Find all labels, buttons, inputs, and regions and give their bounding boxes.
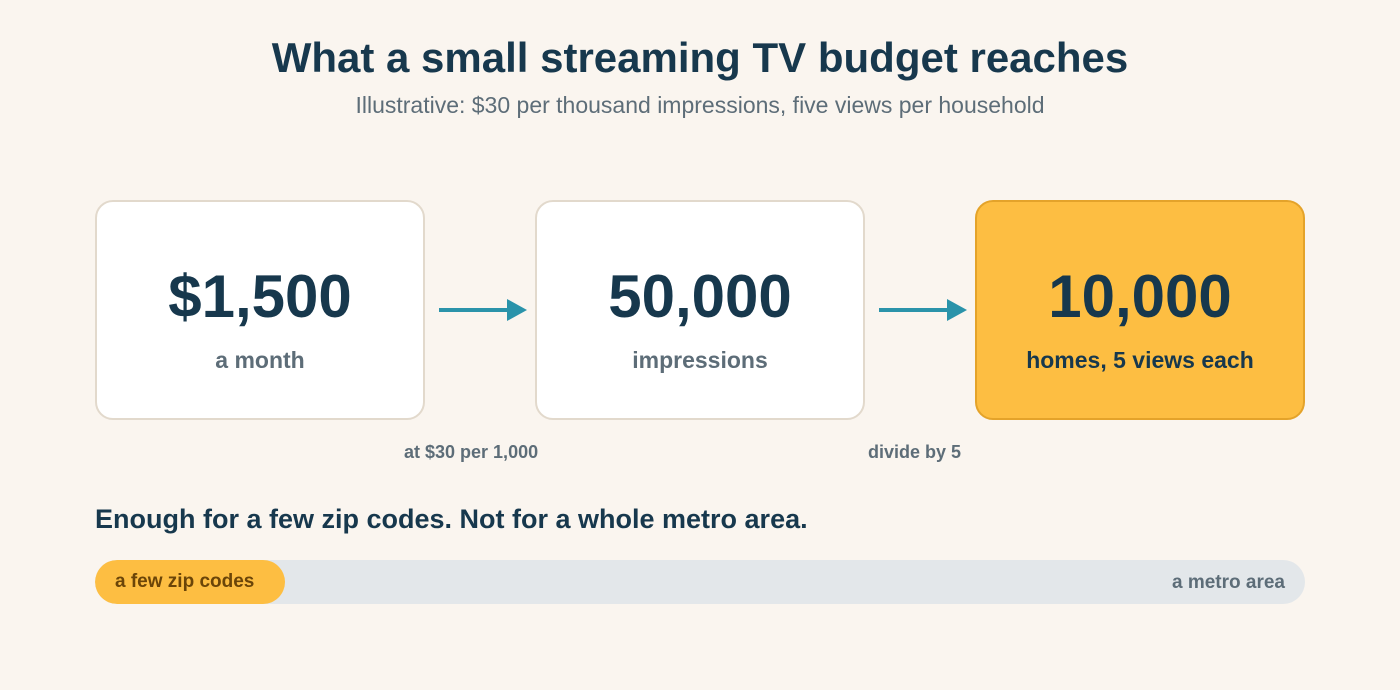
reach-bar-end-label: a metro area xyxy=(1171,572,1285,593)
cpm-note: at $30 per 1,000 xyxy=(404,442,539,462)
budget-value: $1,500 xyxy=(168,263,352,330)
budget-card: $1,500 a month xyxy=(95,200,425,420)
arrow-right-icon xyxy=(439,299,527,321)
impressions-label: impressions xyxy=(632,347,768,373)
page-title: What a small streaming TV budget reaches xyxy=(271,34,1129,81)
homes-card: 10,000 homes, 5 views each xyxy=(975,200,1305,420)
impressions-value: 50,000 xyxy=(608,263,792,330)
homes-label: homes, 5 views each xyxy=(1026,347,1254,373)
budget-label: a month xyxy=(215,347,305,373)
reach-bar-fill xyxy=(95,560,285,604)
reach-bar-fill-label: a few zip codes xyxy=(115,571,255,592)
reach-bar: a few zip codes a metro area xyxy=(95,560,1305,604)
homes-value: 10,000 xyxy=(1048,263,1232,330)
impressions-card: 50,000 impressions xyxy=(535,200,865,420)
page-subtitle: Illustrative: $30 per thousand impressio… xyxy=(355,92,1045,118)
frequency-note: divide by 5 xyxy=(868,442,962,462)
arrow-right-icon xyxy=(879,299,967,321)
comparison-headline: Enough for a few zip codes. Not for a wh… xyxy=(95,504,808,534)
